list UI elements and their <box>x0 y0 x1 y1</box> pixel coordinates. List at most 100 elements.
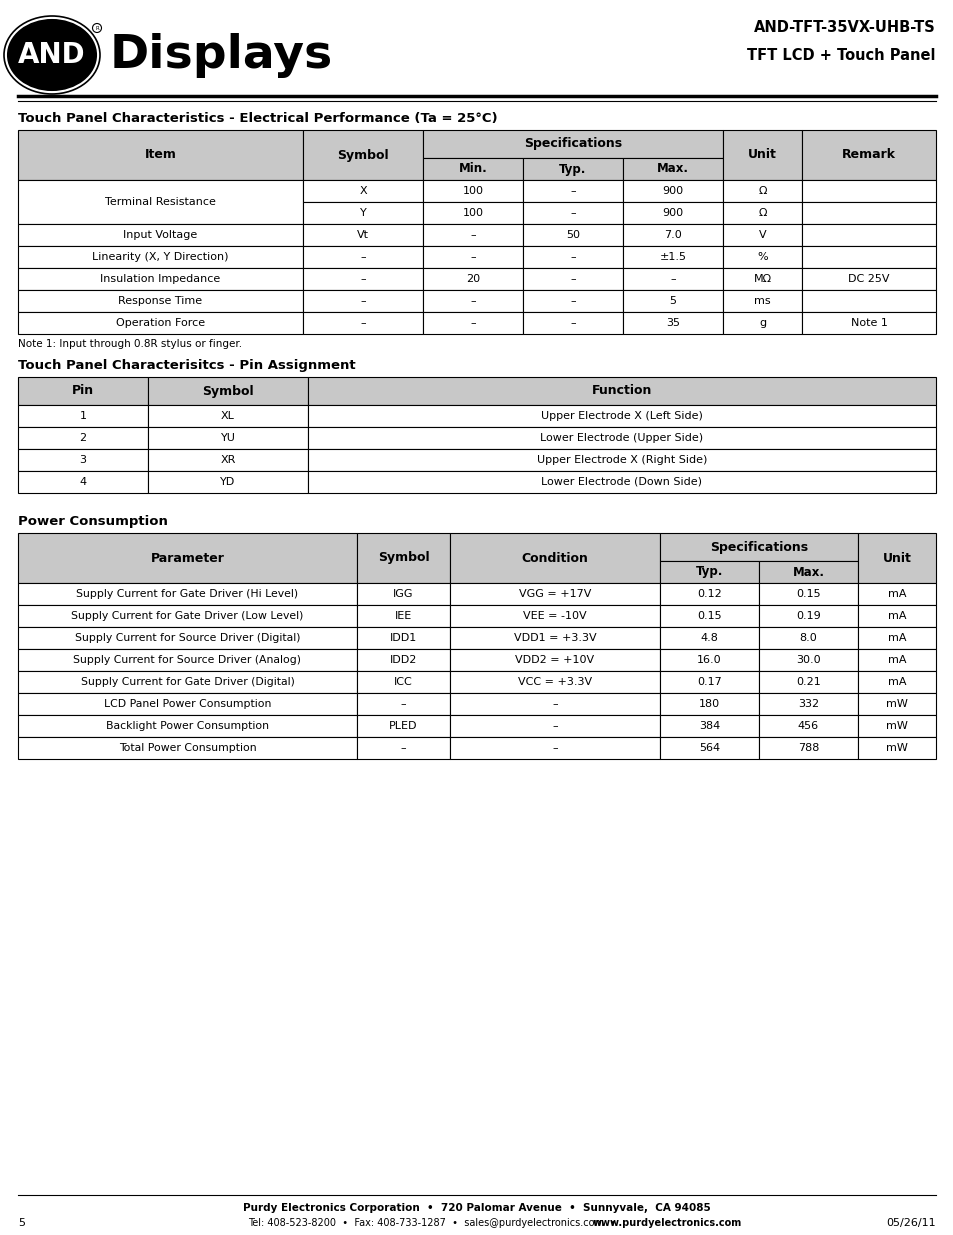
Bar <box>303 180 422 203</box>
Bar <box>759 693 857 715</box>
Bar <box>18 180 303 224</box>
Text: 180: 180 <box>699 699 720 709</box>
Text: 564: 564 <box>699 743 720 753</box>
Bar <box>522 158 622 180</box>
Bar <box>801 246 935 268</box>
Bar <box>659 605 759 627</box>
Text: IDD2: IDD2 <box>390 655 416 664</box>
Text: 50: 50 <box>565 230 579 240</box>
Bar <box>450 693 659 715</box>
Bar <box>303 290 422 312</box>
Text: mA: mA <box>887 634 905 643</box>
Bar <box>356 671 450 693</box>
Bar <box>356 715 450 737</box>
Ellipse shape <box>92 23 101 32</box>
Ellipse shape <box>4 16 100 94</box>
Text: VDD1 = +3.3V: VDD1 = +3.3V <box>513 634 596 643</box>
Text: mA: mA <box>887 655 905 664</box>
Bar <box>18 290 303 312</box>
Text: R: R <box>95 26 99 31</box>
Text: Power Consumption: Power Consumption <box>18 515 168 529</box>
Text: 5: 5 <box>18 1218 25 1228</box>
Text: Unit: Unit <box>882 552 910 564</box>
Text: mW: mW <box>885 699 907 709</box>
Text: Touch Panel Characterisitcs - Pin Assignment: Touch Panel Characterisitcs - Pin Assign… <box>18 359 355 372</box>
Bar <box>622 312 722 333</box>
Bar <box>450 671 659 693</box>
Text: Max.: Max. <box>657 163 688 175</box>
Bar <box>18 130 303 180</box>
Text: 0.15: 0.15 <box>796 589 820 599</box>
Bar <box>722 312 801 333</box>
Bar <box>522 268 622 290</box>
Text: 4: 4 <box>79 477 87 487</box>
Text: 900: 900 <box>661 186 683 196</box>
Bar <box>18 268 303 290</box>
Text: –: – <box>670 274 675 284</box>
Text: Ω: Ω <box>758 207 766 219</box>
Bar <box>303 130 422 180</box>
Bar <box>422 130 722 158</box>
Bar <box>759 715 857 737</box>
Bar <box>622 203 722 224</box>
Text: IDD1: IDD1 <box>390 634 416 643</box>
Text: Y: Y <box>359 207 366 219</box>
Text: g: g <box>759 317 765 329</box>
Bar <box>522 246 622 268</box>
Bar <box>308 427 935 450</box>
Bar <box>857 627 935 650</box>
Text: Supply Current for Source Driver (Digital): Supply Current for Source Driver (Digita… <box>74 634 300 643</box>
Bar <box>722 290 801 312</box>
Bar <box>18 693 356 715</box>
Text: Specifications: Specifications <box>523 137 621 151</box>
Text: LCD Panel Power Consumption: LCD Panel Power Consumption <box>104 699 271 709</box>
Text: –: – <box>400 699 406 709</box>
Text: –: – <box>360 317 365 329</box>
Text: Remark: Remark <box>841 148 895 162</box>
Text: Vt: Vt <box>356 230 369 240</box>
Text: Note 1: Note 1 <box>850 317 886 329</box>
Text: 35: 35 <box>665 317 679 329</box>
Bar <box>148 377 308 405</box>
Bar <box>522 224 622 246</box>
Bar <box>622 290 722 312</box>
Bar <box>801 224 935 246</box>
Bar <box>18 312 303 333</box>
Text: –: – <box>570 186 576 196</box>
Bar <box>622 224 722 246</box>
Text: Response Time: Response Time <box>118 296 202 306</box>
Bar <box>148 450 308 471</box>
Text: Total Power Consumption: Total Power Consumption <box>118 743 256 753</box>
Bar <box>857 715 935 737</box>
Bar <box>722 180 801 203</box>
Bar <box>308 450 935 471</box>
Bar <box>356 627 450 650</box>
Text: V: V <box>758 230 765 240</box>
Bar <box>659 627 759 650</box>
Text: 0.19: 0.19 <box>796 611 820 621</box>
Text: Backlight Power Consumption: Backlight Power Consumption <box>106 721 269 731</box>
Text: Typ.: Typ. <box>558 163 586 175</box>
Text: IEE: IEE <box>395 611 412 621</box>
Text: –: – <box>552 721 558 731</box>
Bar <box>18 737 356 760</box>
Bar <box>308 405 935 427</box>
Text: –: – <box>570 207 576 219</box>
Text: 2: 2 <box>79 433 87 443</box>
Text: VEE = -10V: VEE = -10V <box>522 611 586 621</box>
Bar <box>356 650 450 671</box>
Text: Ω: Ω <box>758 186 766 196</box>
Text: X: X <box>359 186 366 196</box>
Text: Lower Electrode (Down Side): Lower Electrode (Down Side) <box>541 477 701 487</box>
Text: DC 25V: DC 25V <box>847 274 889 284</box>
Bar <box>422 290 522 312</box>
Text: 3: 3 <box>79 454 87 466</box>
Bar <box>450 605 659 627</box>
Text: –: – <box>552 699 558 709</box>
Bar <box>18 224 303 246</box>
Text: mA: mA <box>887 677 905 687</box>
Bar <box>148 427 308 450</box>
Bar <box>857 650 935 671</box>
Text: 100: 100 <box>462 186 483 196</box>
Text: %: % <box>757 252 767 262</box>
